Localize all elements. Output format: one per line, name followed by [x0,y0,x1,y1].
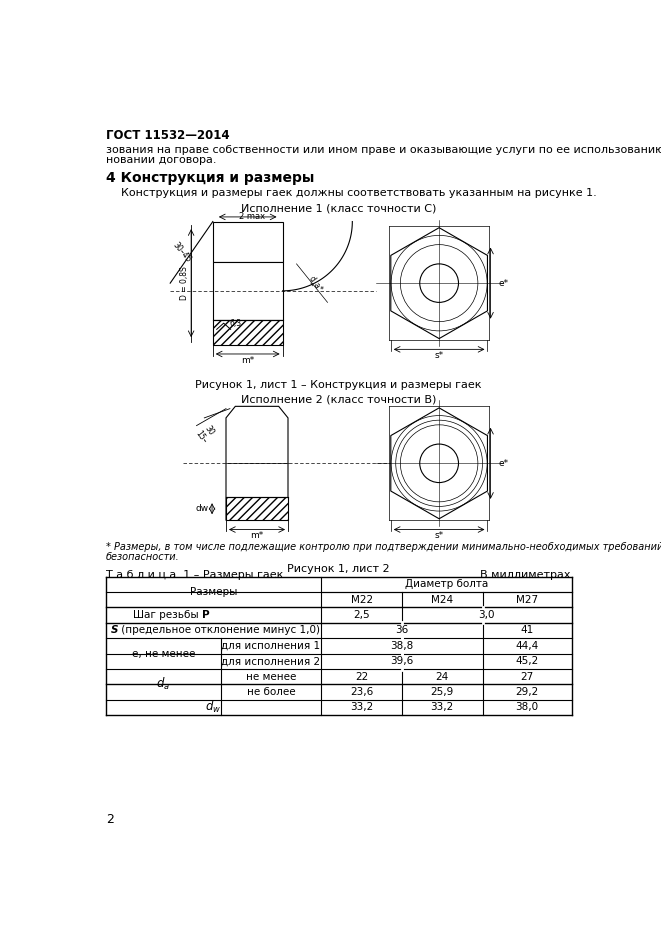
Text: 6,3: 6,3 [230,319,242,327]
Text: для исполнения 2: для исполнения 2 [221,656,321,667]
Text: М24: М24 [431,595,453,605]
Text: 30: 30 [202,424,215,438]
Text: не более: не более [247,687,295,697]
Circle shape [420,444,459,482]
Circle shape [420,264,459,302]
Text: 36: 36 [395,626,408,636]
Text: 2: 2 [106,813,114,826]
Text: 3,0: 3,0 [479,610,495,620]
Text: 2,5: 2,5 [354,610,370,620]
Text: 39,6: 39,6 [390,656,414,667]
Text: Диаметр болта: Диаметр болта [405,579,488,589]
Text: e*: e* [498,279,508,288]
Text: безопасности.: безопасности. [106,552,180,562]
Text: Исполнение 2 (класс точности В): Исполнение 2 (класс точности В) [241,394,436,404]
Text: m*: m* [241,355,254,365]
Text: 23,6: 23,6 [350,687,373,697]
Bar [213,222,282,263]
Text: Т а б л и ц а  1 – Размеры гаек: Т а б л и ц а 1 – Размеры гаек [106,570,284,581]
Polygon shape [391,408,487,519]
Text: 15–: 15– [194,429,209,445]
Text: не менее: не менее [246,671,296,682]
Text: М27: М27 [516,595,538,605]
Text: 27: 27 [520,671,533,682]
Text: D = 0,8S: D = 0,8S [180,266,189,300]
Text: 33,2: 33,2 [350,702,373,712]
Text: 4 Конструкция и размеры: 4 Конструкция и размеры [106,171,314,185]
Text: Размеры: Размеры [190,587,237,597]
Text: 25,9: 25,9 [430,687,454,697]
Text: 30–45: 30–45 [171,240,193,265]
Text: * Размеры, в том числе подлежащие контролю при подтверждении минимально-необходи: * Размеры, в том числе подлежащие контро… [106,542,661,552]
Text: 29,2: 29,2 [516,687,539,697]
Text: М22: М22 [350,595,373,605]
Text: $d_a$: $d_a$ [156,676,171,692]
Text: Конструкция и размеры гаек должны соответствовать указанным на рисунке 1.: Конструкция и размеры гаек должны соотве… [122,188,597,197]
Text: 33,2: 33,2 [430,702,454,712]
Text: (предельное отклонение минус 1,0): (предельное отклонение минус 1,0) [118,626,321,636]
Text: 24: 24 [436,671,449,682]
Text: d_a*: d_a* [307,273,325,293]
Text: 44,4: 44,4 [516,640,539,651]
Text: P: P [202,610,210,620]
Text: е, не менее: е, не менее [132,649,195,658]
Bar [213,263,282,320]
Text: dw: dw [196,504,209,513]
Text: e*: e* [498,459,508,468]
Bar [213,320,282,345]
Polygon shape [391,228,487,338]
Polygon shape [226,407,288,520]
Text: s*: s* [434,351,444,360]
Text: Шаг резьбы: Шаг резьбы [133,610,202,620]
Text: 2 max: 2 max [239,211,264,221]
Text: Рисунок 1, лист 2: Рисунок 1, лист 2 [287,564,390,574]
Text: 38,0: 38,0 [516,702,539,712]
Text: s*: s* [434,531,444,540]
Text: В миллиметрах: В миллиметрах [481,570,571,581]
Bar [226,497,288,520]
Text: новании договора.: новании договора. [106,155,216,165]
Text: 38,8: 38,8 [390,640,414,651]
Text: Исполнение 1 (класс точности С): Исполнение 1 (класс точности С) [241,203,436,213]
Text: ГОСТ 11532—2014: ГОСТ 11532—2014 [106,129,229,142]
Text: зования на праве собственности или ином праве и оказывающие услуги по ее использ: зования на праве собственности или ином … [106,145,661,154]
Text: Рисунок 1, лист 1 – Конструкция и размеры гаек: Рисунок 1, лист 1 – Конструкция и размер… [195,381,482,390]
Text: m*: m* [251,531,264,540]
Text: 22: 22 [355,671,368,682]
Text: $d_w$: $d_w$ [206,699,221,715]
Text: 41: 41 [520,626,533,636]
Text: S: S [110,626,118,636]
Text: 45,2: 45,2 [516,656,539,667]
Text: для исполнения 1: для исполнения 1 [221,640,321,651]
